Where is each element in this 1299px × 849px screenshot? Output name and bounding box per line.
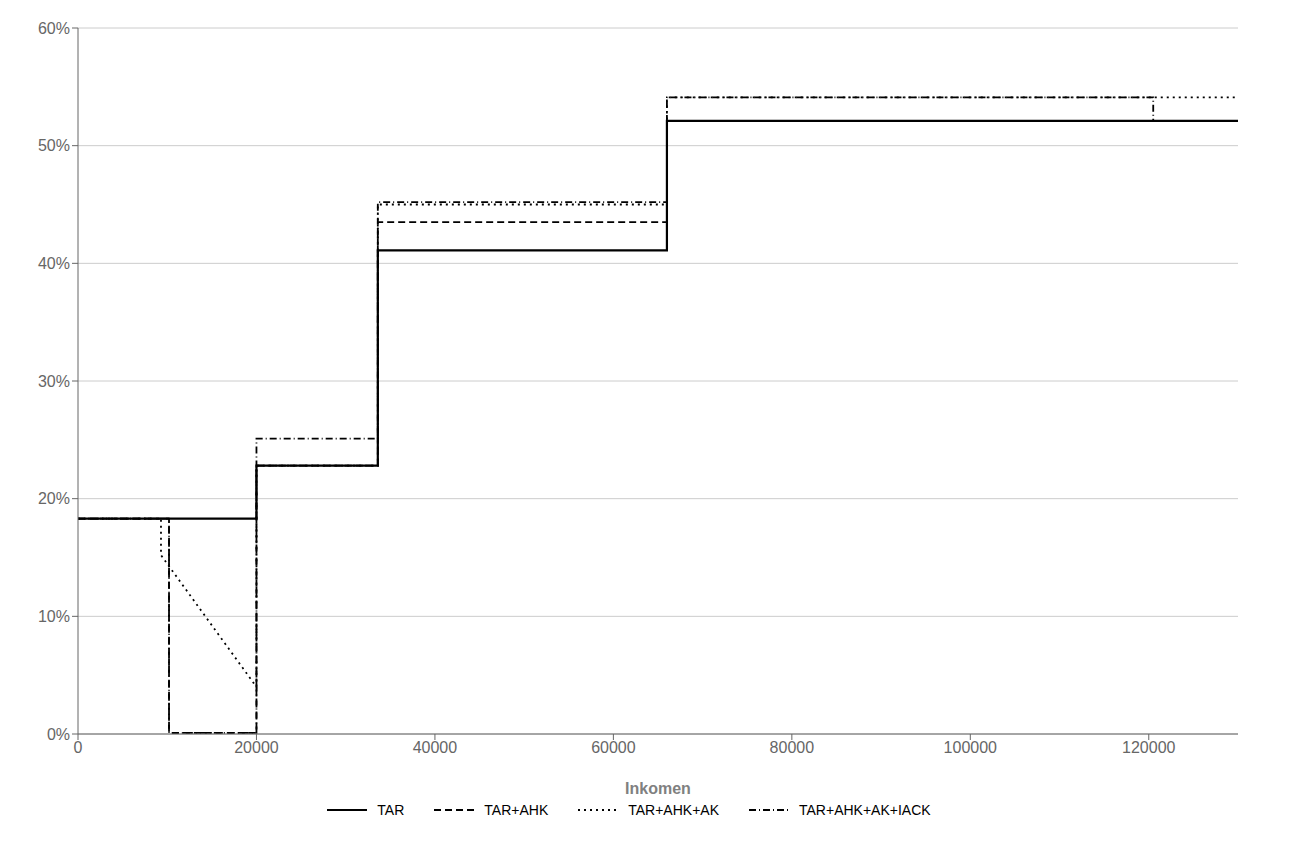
html-text:TAR+AHK+AK+IACK: TAR+AHK+AK+IACK	[799, 802, 931, 818]
svg-text:120000: 120000	[1122, 739, 1175, 756]
svg-text:0%: 0%	[47, 726, 70, 743]
html-text:TAR+AHK+AK: TAR+AHK+AK	[628, 802, 719, 818]
svg-text:20%: 20%	[38, 490, 70, 507]
svg-text:80000: 80000	[770, 739, 815, 756]
svg-text:Inkomen: Inkomen	[625, 780, 691, 797]
html-text:TAR+AHK: TAR+AHK	[484, 802, 549, 818]
svg-text:30%: 30%	[38, 373, 70, 390]
svg-text:0: 0	[74, 739, 83, 756]
html-text:TAR: TAR	[377, 802, 405, 818]
svg-text:60%: 60%	[38, 20, 70, 37]
svg-text:60000: 60000	[591, 739, 636, 756]
svg-text:50%: 50%	[38, 137, 70, 154]
svg-text:40000: 40000	[413, 739, 458, 756]
svg-text:10%: 10%	[38, 608, 70, 625]
svg-text:40%: 40%	[38, 255, 70, 272]
svg-text:100000: 100000	[944, 739, 997, 756]
svg-text:20000: 20000	[234, 739, 279, 756]
